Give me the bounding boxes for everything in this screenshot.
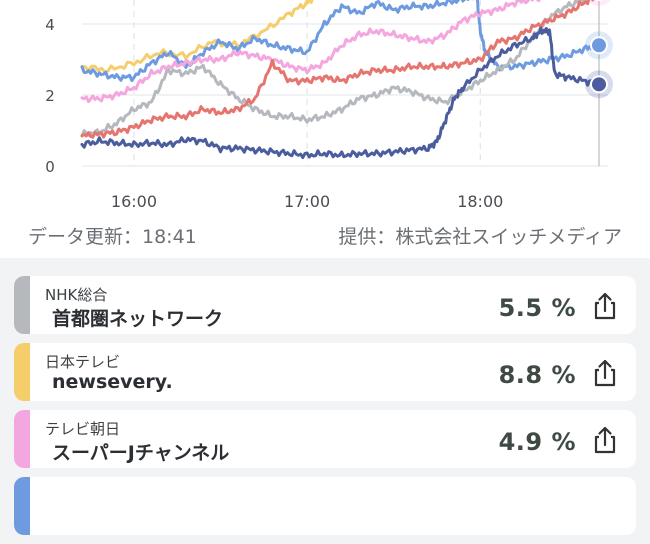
program-title: newsevery. (52, 371, 173, 393)
share-icon[interactable] (590, 291, 620, 321)
program-title: スーパーJチャンネル (52, 438, 229, 465)
y-tick-label: 4 (45, 16, 55, 34)
x-tick-label: 16:00 (111, 192, 157, 211)
y-tick-label: 0 (45, 158, 55, 176)
series-line (82, 0, 598, 81)
rating-value: 4.9 % (499, 428, 576, 456)
provider-label: 提供：株式会社スイッチメディア (338, 222, 622, 249)
rating-value: 5.5 % (499, 294, 576, 322)
program-list: NHK総合 首都圏ネットワーク 5.5 % 日本テレビ newsevery. 8… (14, 276, 636, 544)
rating-value: 8.8 % (499, 361, 576, 389)
x-tick-label: 17:00 (284, 192, 330, 211)
channel-color-stripe (14, 343, 30, 401)
program-card-tv-asahi[interactable]: テレビ朝日 スーパーJチャンネル 4.9 % (14, 410, 636, 468)
program-card-ntv[interactable]: 日本テレビ newsevery. 8.8 % (14, 343, 636, 401)
series-line (82, 0, 550, 102)
series-end-marker (591, 76, 607, 92)
channel-name: NHK総合 (45, 284, 107, 305)
program-title: 首都圏ネットワーク (52, 304, 223, 331)
x-tick-label: 18:00 (457, 192, 503, 211)
program-card-nhk[interactable]: NHK総合 首都圏ネットワーク 5.5 % (14, 276, 636, 334)
channel-color-stripe (14, 276, 30, 334)
channel-color-stripe (14, 410, 30, 468)
channel-name: テレビ朝日 (45, 418, 120, 439)
series-line (82, 0, 598, 136)
series-end-marker (591, 37, 607, 53)
share-icon[interactable] (590, 358, 620, 388)
channel-color-stripe (14, 477, 30, 535)
channel-name: 日本テレビ (45, 351, 120, 372)
share-icon[interactable] (590, 425, 620, 455)
data-updated-label: データ更新：18:41 (28, 222, 197, 249)
program-card-partial[interactable] (14, 477, 636, 535)
series-line (82, 0, 598, 137)
ratings-chart: 0 2 4 16:00 17:00 18:00 データ更新：18:41 提供：株式会社スイ… (0, 0, 650, 258)
y-tick-label: 2 (45, 87, 55, 105)
ratings-line-chart: 0 2 4 16:00 17:00 18:00 (0, 0, 650, 258)
